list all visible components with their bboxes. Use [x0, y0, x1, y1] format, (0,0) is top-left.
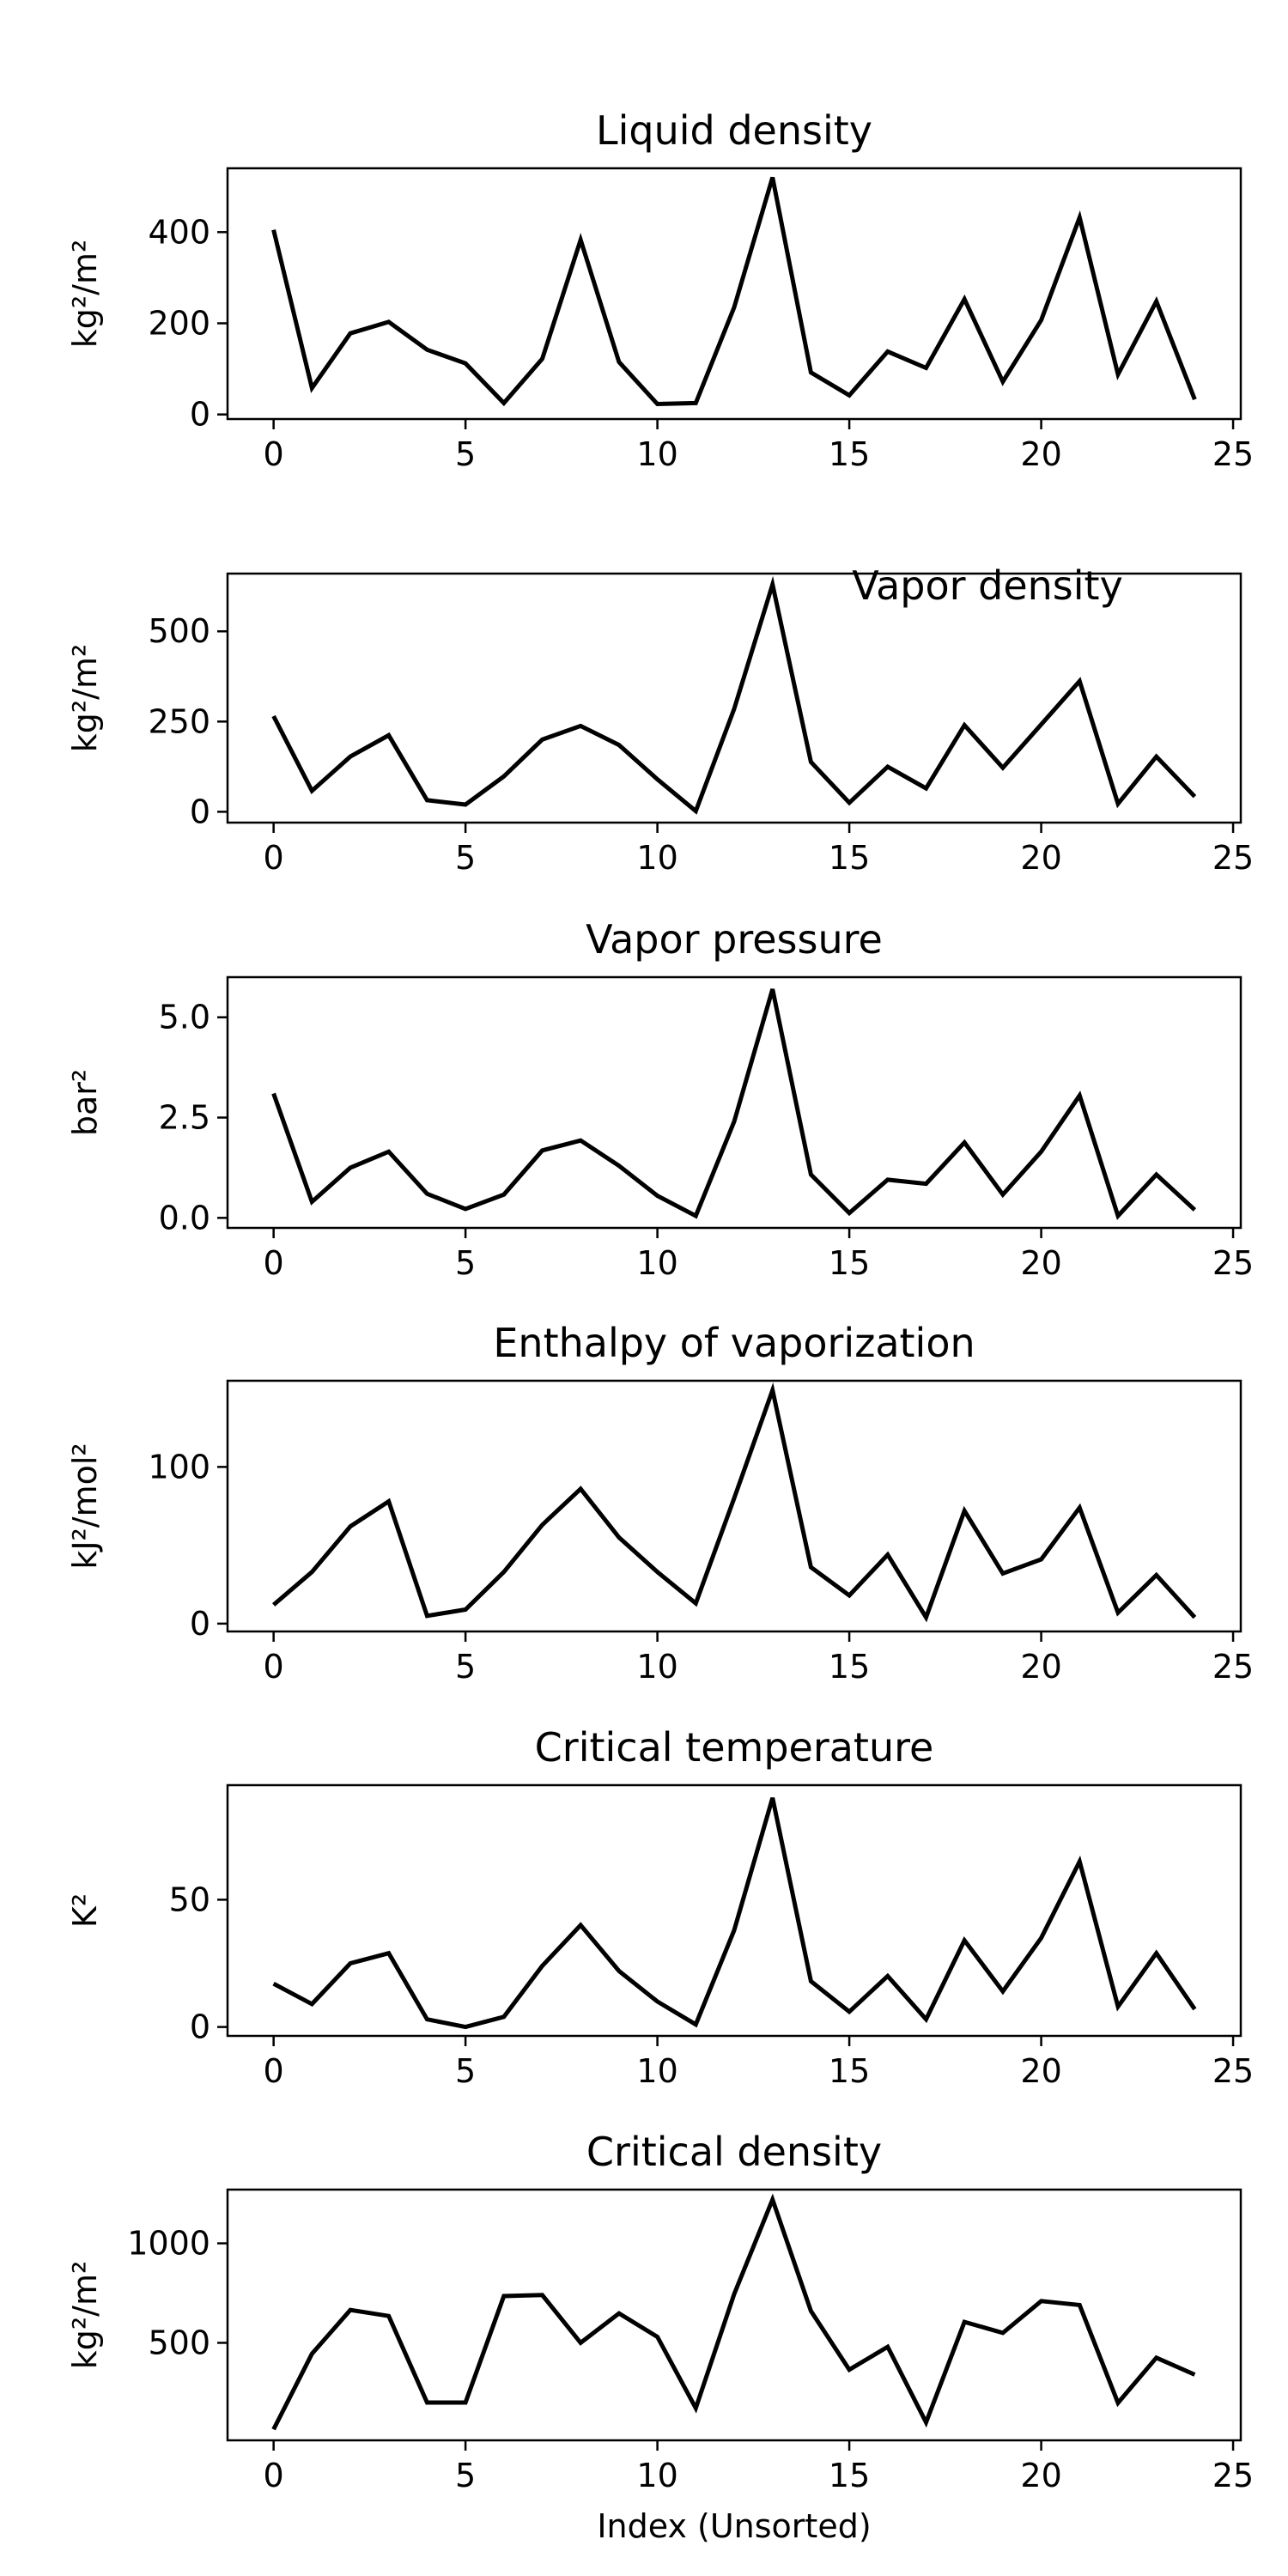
plot-frame	[228, 168, 1241, 419]
y-tick-label: 200	[148, 305, 210, 343]
y-tick-label: 5.0	[159, 999, 210, 1036]
x-tick-label: 25	[1212, 1244, 1254, 1282]
x-tick-label: 15	[829, 1244, 870, 1282]
x-tick-label: 5	[455, 2457, 476, 2494]
series-line	[274, 178, 1195, 404]
x-tick-label: 0	[264, 2052, 284, 2090]
series-line	[274, 2200, 1195, 2430]
y-tick-label: 400	[148, 213, 210, 251]
y-tick-label: 250	[148, 702, 210, 740]
y-axis-label: bar²	[66, 1069, 104, 1136]
x-tick-label: 15	[829, 2052, 870, 2090]
y-axis-label: kg²/m²	[66, 240, 104, 348]
x-tick-label: 10	[636, 2457, 677, 2494]
y-axis-label: kg²/m²	[66, 2261, 104, 2369]
x-tick-label: 5	[455, 435, 476, 473]
chart-title: Vapor pressure	[586, 916, 883, 963]
x-tick-label: 25	[1212, 839, 1254, 877]
x-tick-label: 5	[455, 839, 476, 877]
x-tick-label: 0	[264, 435, 284, 473]
y-tick-label: 0	[190, 396, 210, 434]
x-tick-label: 25	[1212, 2457, 1254, 2494]
x-tick-label: 10	[636, 435, 677, 473]
y-tick-label: 1000	[127, 2225, 210, 2263]
x-tick-label: 0	[264, 1648, 284, 1686]
x-tick-label: 15	[829, 2457, 870, 2494]
subplot-1: Liquid density kg²/m² 0 5 10 15 20 25 0 200 400	[66, 107, 1254, 473]
x-tick-label: 20	[1020, 1648, 1061, 1686]
x-tick-label: 25	[1212, 435, 1254, 473]
subplot-6: Critical density kg²/m² 0 5 10 15 20 25 500 1000 I…	[66, 2129, 1254, 2545]
x-tick-label: 0	[264, 839, 284, 877]
y-axis-label: K²	[66, 1893, 104, 1928]
chart-title: Critical density	[586, 2129, 882, 2175]
x-tick-label: 20	[1020, 435, 1061, 473]
y-tick-label: 100	[148, 1448, 210, 1485]
x-tick-label: 20	[1020, 839, 1061, 877]
y-tick-label: 0	[190, 793, 210, 830]
chart-title: Liquid density	[596, 107, 872, 154]
x-tick-label: 5	[455, 1648, 476, 1686]
x-tick-label: 20	[1020, 1244, 1061, 1282]
chart-title: Enthalpy of vaporization	[493, 1320, 975, 1366]
y-tick-label: 0	[190, 1605, 210, 1643]
y-axis-label: kJ²/mol²	[66, 1443, 104, 1569]
y-tick-label: 2.5	[159, 1099, 210, 1137]
x-tick-label: 15	[829, 839, 870, 877]
series-line	[274, 989, 1195, 1216]
x-axis-label: Index (Unsorted)	[597, 2507, 871, 2545]
series-line	[274, 1390, 1195, 1618]
plot-frame	[228, 977, 1241, 1228]
y-tick-label: 50	[169, 1880, 210, 1918]
x-tick-label: 10	[636, 1648, 677, 1686]
y-tick-label: 0	[190, 2008, 210, 2046]
x-tick-label: 0	[264, 2457, 284, 2494]
x-tick-label: 15	[829, 435, 870, 473]
chart-title: Critical temperature	[535, 1724, 934, 1771]
x-tick-label: 25	[1212, 1648, 1254, 1686]
x-tick-label: 10	[636, 2052, 677, 2090]
x-tick-label: 5	[455, 2052, 476, 2090]
x-tick-label: 15	[829, 1648, 870, 1686]
plot-frame	[228, 574, 1241, 823]
subplot-3: Vapor pressure bar² 0 5 10 15 20 25 0.0 2.5 5.0	[66, 916, 1254, 1282]
x-tick-label: 10	[636, 839, 677, 877]
series-line	[274, 1798, 1195, 2027]
series-line	[274, 585, 1195, 811]
x-tick-label: 5	[455, 1244, 476, 1282]
subplot-5: Critical temperature K² 0 5 10 15 20 25 0 50	[66, 1724, 1254, 2090]
x-tick-label: 20	[1020, 2052, 1061, 2090]
x-tick-label: 0	[264, 1244, 284, 1282]
y-tick-label: 500	[148, 612, 210, 650]
x-tick-label: 20	[1020, 2457, 1061, 2494]
subplot-4: Enthalpy of vaporization kJ²/mol² 0 5 10 15 20…	[66, 1320, 1254, 1686]
x-tick-label: 10	[636, 1244, 677, 1282]
y-tick-label: 500	[148, 2324, 210, 2361]
y-axis-label: kg²/m²	[66, 644, 104, 752]
plot-frame	[228, 1785, 1241, 2036]
chart-title: Vapor density	[852, 562, 1123, 609]
y-tick-label: 0.0	[159, 1199, 210, 1236]
x-tick-label: 25	[1212, 2052, 1254, 2090]
